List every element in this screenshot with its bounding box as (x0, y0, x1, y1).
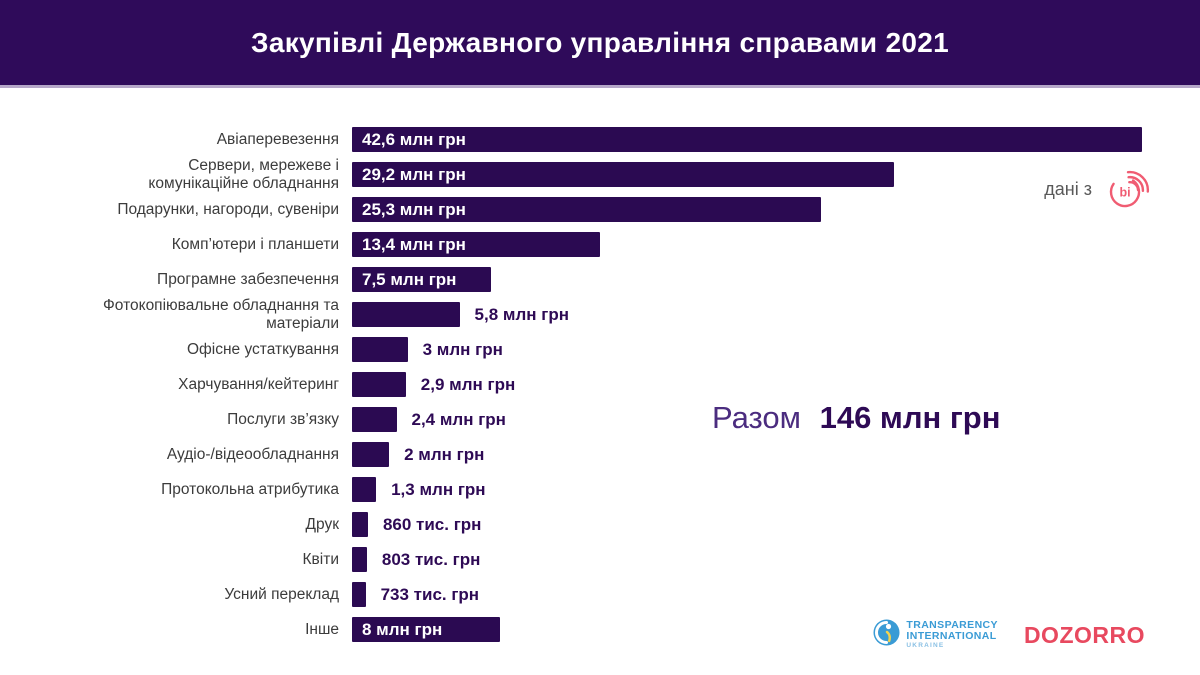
bar (352, 372, 406, 397)
value-label-outside: 5,8 млн грн (474, 304, 570, 324)
category-label: Комп’ютери і планшети (171, 235, 339, 253)
chart-row: Протокольна атрибутика 1,3 млн грн (0, 472, 1142, 507)
category-label: Фотокопіювальне обладнання та матеріали (103, 297, 339, 332)
chart-row: Фотокопіювальне обладнання та матеріали … (0, 297, 1142, 332)
category-label: Подарунки, нагороди, сувеніри (117, 200, 339, 218)
bar-track: 7,5 млн грн (352, 267, 1142, 292)
bar (352, 547, 367, 572)
bar-track: 733 тис. грн (352, 582, 1142, 607)
total-value: 146 млн грн (819, 400, 1001, 435)
category-label: Програмне забезпечення (157, 270, 339, 288)
dozorro-logo: DOZORRO (1023, 621, 1145, 648)
chart-row: Квіти 803 тис. грн (0, 542, 1142, 577)
bar (352, 582, 366, 607)
chart-row: Комп’ютери і планшети 13,4 млн грн (0, 227, 1142, 262)
ti-line1: TRANSPARENCY (906, 619, 998, 632)
bar-track: 42,6 млн грн (352, 127, 1142, 152)
category-label: Усний переклад (224, 585, 339, 603)
data-source: дані з bi (1044, 160, 1160, 219)
category-label: Друк (305, 515, 339, 533)
bar: 29,2 млн грн (352, 162, 894, 187)
chart-row: Офісне устаткування 3 млн грн (0, 332, 1142, 367)
bar: 8 млн грн (352, 617, 501, 642)
value-label-outside: 2,9 млн грн (420, 374, 516, 394)
bar-track: 8 млн грн (352, 617, 1142, 642)
bar-chart: Авіаперевезення 42,6 млн грн Сервери, ме… (0, 122, 1142, 647)
value-label-outside: 803 тис. грн (381, 549, 481, 569)
bar-track: 25,3 млн грн (352, 197, 1142, 222)
bar (352, 302, 460, 327)
page-title: Закупівлі Державного управління справами… (251, 26, 949, 58)
bar (352, 512, 368, 537)
value-label-inside: 7,5 млн грн (362, 269, 457, 289)
svg-text:bi: bi (1119, 186, 1130, 200)
prozorro-bi-logo-icon: bi (1098, 160, 1160, 219)
category-label: Авіаперевезення (216, 130, 339, 148)
transparency-international-logo: TRANSPARENCY INTERNATIONAL UKRAINE (873, 619, 998, 651)
bar: 25,3 млн грн (352, 197, 822, 222)
value-label-outside: 3 млн грн (422, 339, 503, 359)
chart-row: Інше 8 млн грн (0, 612, 1142, 647)
bar-track: 29,2 млн грн (352, 162, 1142, 187)
data-source-label: дані з (1044, 179, 1092, 199)
chart-row: Послуги зв’язку 2,4 млн грн (0, 402, 1142, 437)
value-label-outside: 2 млн грн (404, 444, 485, 464)
bar-track: 2,4 млн грн (352, 407, 1142, 432)
value-label-outside: 733 тис. грн (380, 584, 480, 604)
category-label: Офісне устаткування (186, 340, 339, 358)
value-label-inside: 25,3 млн грн (362, 199, 466, 219)
total-label: Разом (712, 400, 801, 435)
bar-track: 860 тис. грн (352, 512, 1142, 537)
value-label-outside: 2,4 млн грн (411, 409, 506, 429)
bar-track: 3 млн грн (352, 337, 1142, 362)
chart-row: Подарунки, нагороди, сувеніри 25,3 млн г… (0, 192, 1142, 227)
value-label-outside: 1,3 млн грн (391, 479, 486, 499)
category-label: Аудіо-/відеообладнання (166, 445, 339, 463)
chart-row: Аудіо-/відеообладнання 2 млн грн (0, 437, 1142, 472)
bar-track: 13,4 млн грн (352, 232, 1142, 257)
category-label: Інше (305, 620, 339, 638)
chart-row: Друк 860 тис. грн (0, 507, 1142, 542)
footer-logos: TRANSPARENCY INTERNATIONAL UKRAINE DOZOR… (873, 619, 1145, 651)
chart-row: Авіаперевезення 42,6 млн грн (0, 122, 1142, 157)
chart-row: Харчування/кейтеринг 2,9 млн грн (0, 367, 1142, 402)
bar-track: 1,3 млн грн (352, 477, 1142, 502)
bar-track: 5,8 млн грн (352, 302, 1142, 327)
category-label: Сервери, мережеве і комунікаційне обладн… (148, 157, 339, 192)
bar (352, 337, 408, 362)
value-label-inside: 8 млн грн (362, 619, 443, 639)
bar (352, 442, 390, 467)
category-label: Послуги зв’язку (227, 410, 339, 428)
chart-row: Усний переклад 733 тис. грн (0, 577, 1142, 612)
ti-line2: INTERNATIONAL (906, 630, 997, 643)
value-label-outside: 860 тис. грн (382, 514, 482, 534)
bar: 42,6 млн грн (352, 127, 1142, 152)
chart-row: Сервери, мережеве і комунікаційне обладн… (0, 157, 1142, 192)
value-label-inside: 13,4 млн грн (362, 234, 466, 254)
bar (352, 477, 377, 502)
bar: 7,5 млн грн (352, 267, 492, 292)
category-label: Квіти (302, 550, 339, 568)
total-amount: Разом 146 млн грн (712, 400, 1000, 436)
bar-track: 803 тис. грн (352, 547, 1142, 572)
ti-line3: UKRAINE (906, 642, 945, 650)
ti-logo-text: TRANSPARENCY INTERNATIONAL UKRAINE (906, 620, 998, 650)
value-label-inside: 42,6 млн грн (362, 129, 466, 149)
bar-track: 2,9 млн грн (352, 372, 1142, 397)
chart-row: Програмне забезпечення 7,5 млн грн (0, 262, 1142, 297)
bar-track: 2 млн грн (352, 442, 1142, 467)
category-label: Протокольна атрибутика (161, 480, 339, 498)
bar: 13,4 млн грн (352, 232, 601, 257)
ti-globe-icon (873, 619, 900, 651)
bar (352, 407, 397, 432)
category-label: Харчування/кейтеринг (178, 375, 339, 393)
value-label-inside: 29,2 млн грн (362, 164, 466, 184)
header-banner: Закупівлі Державного управління справами… (0, 0, 1200, 88)
